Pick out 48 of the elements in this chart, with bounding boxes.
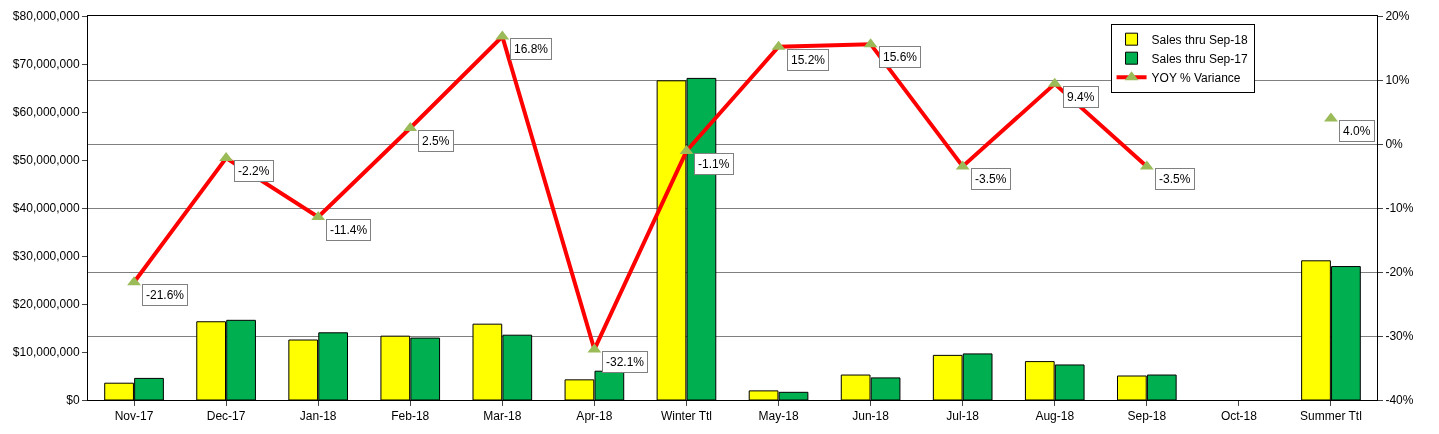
x-tick-label: Aug-18 bbox=[1035, 409, 1075, 424]
x-tick-label: Mar-18 bbox=[483, 409, 522, 424]
data-label: -21.6% bbox=[146, 288, 185, 302]
point bbox=[127, 276, 141, 286]
x-tick-label: Jun-18 bbox=[852, 409, 890, 424]
y-tick-label: $10,000,000 bbox=[12, 345, 80, 360]
legend-label: Sales thru Sep-18 bbox=[1151, 32, 1248, 47]
x-tick-label: Winter Ttl bbox=[660, 409, 713, 424]
x-tick-label: Nov-17 bbox=[114, 409, 154, 424]
legend-label: Sales thru Sep-17 bbox=[1151, 51, 1248, 66]
data-label: 16.8% bbox=[514, 42, 549, 56]
y2-tick-label: 10% bbox=[1385, 73, 1410, 88]
y-tick-label: $50,000,000 bbox=[12, 153, 80, 168]
data-label: -3.5% bbox=[975, 172, 1007, 186]
data-label: 2.5% bbox=[422, 134, 450, 148]
data-label: -3.5% bbox=[1159, 172, 1191, 186]
x-tick-label: Jul-18 bbox=[946, 409, 980, 424]
y-tick-label: $80,000,000 bbox=[12, 9, 80, 24]
x-tick-label: May-18 bbox=[758, 409, 799, 424]
y-tick-label: $70,000,000 bbox=[12, 57, 80, 72]
data-label: -11.4% bbox=[330, 223, 368, 237]
data-label: 15.6% bbox=[883, 50, 918, 64]
y2-tick-label: -30% bbox=[1385, 329, 1414, 344]
x-tick-label: Apr-18 bbox=[576, 409, 613, 424]
y-tick-label: $20,000,000 bbox=[12, 297, 80, 312]
x-tick-label: Sep-18 bbox=[1127, 409, 1167, 424]
y-tick-label: $40,000,000 bbox=[12, 201, 80, 216]
data-label: 9.4% bbox=[1067, 90, 1095, 104]
y2-tick-label: 0% bbox=[1385, 137, 1404, 152]
y-tick-label: $0 bbox=[66, 393, 80, 408]
x-tick-label: Summer Ttl bbox=[1300, 409, 1362, 424]
data-label: 15.2% bbox=[791, 53, 826, 67]
y2-tick-label: -20% bbox=[1385, 265, 1414, 280]
y2-tick-label: -10% bbox=[1385, 201, 1414, 216]
x-tick-label: Dec-17 bbox=[206, 409, 246, 424]
legend-label: YOY % Variance bbox=[1151, 70, 1241, 85]
y-tick-label: $60,000,000 bbox=[12, 105, 80, 120]
x-tick-label: Feb-18 bbox=[391, 409, 430, 424]
data-label: -32.1% bbox=[606, 355, 645, 369]
point bbox=[1324, 112, 1338, 122]
data-label: -2.2% bbox=[238, 164, 270, 178]
y2-tick-label: -40% bbox=[1385, 393, 1414, 408]
y2-tick-label: 20% bbox=[1385, 9, 1410, 24]
y-tick-label: $30,000,000 bbox=[12, 249, 80, 264]
x-tick-label: Jan-18 bbox=[299, 409, 337, 424]
data-label: -1.1% bbox=[698, 157, 730, 171]
data-label: 4.0% bbox=[1343, 124, 1371, 138]
x-tick-label: Oct-18 bbox=[1220, 409, 1258, 424]
